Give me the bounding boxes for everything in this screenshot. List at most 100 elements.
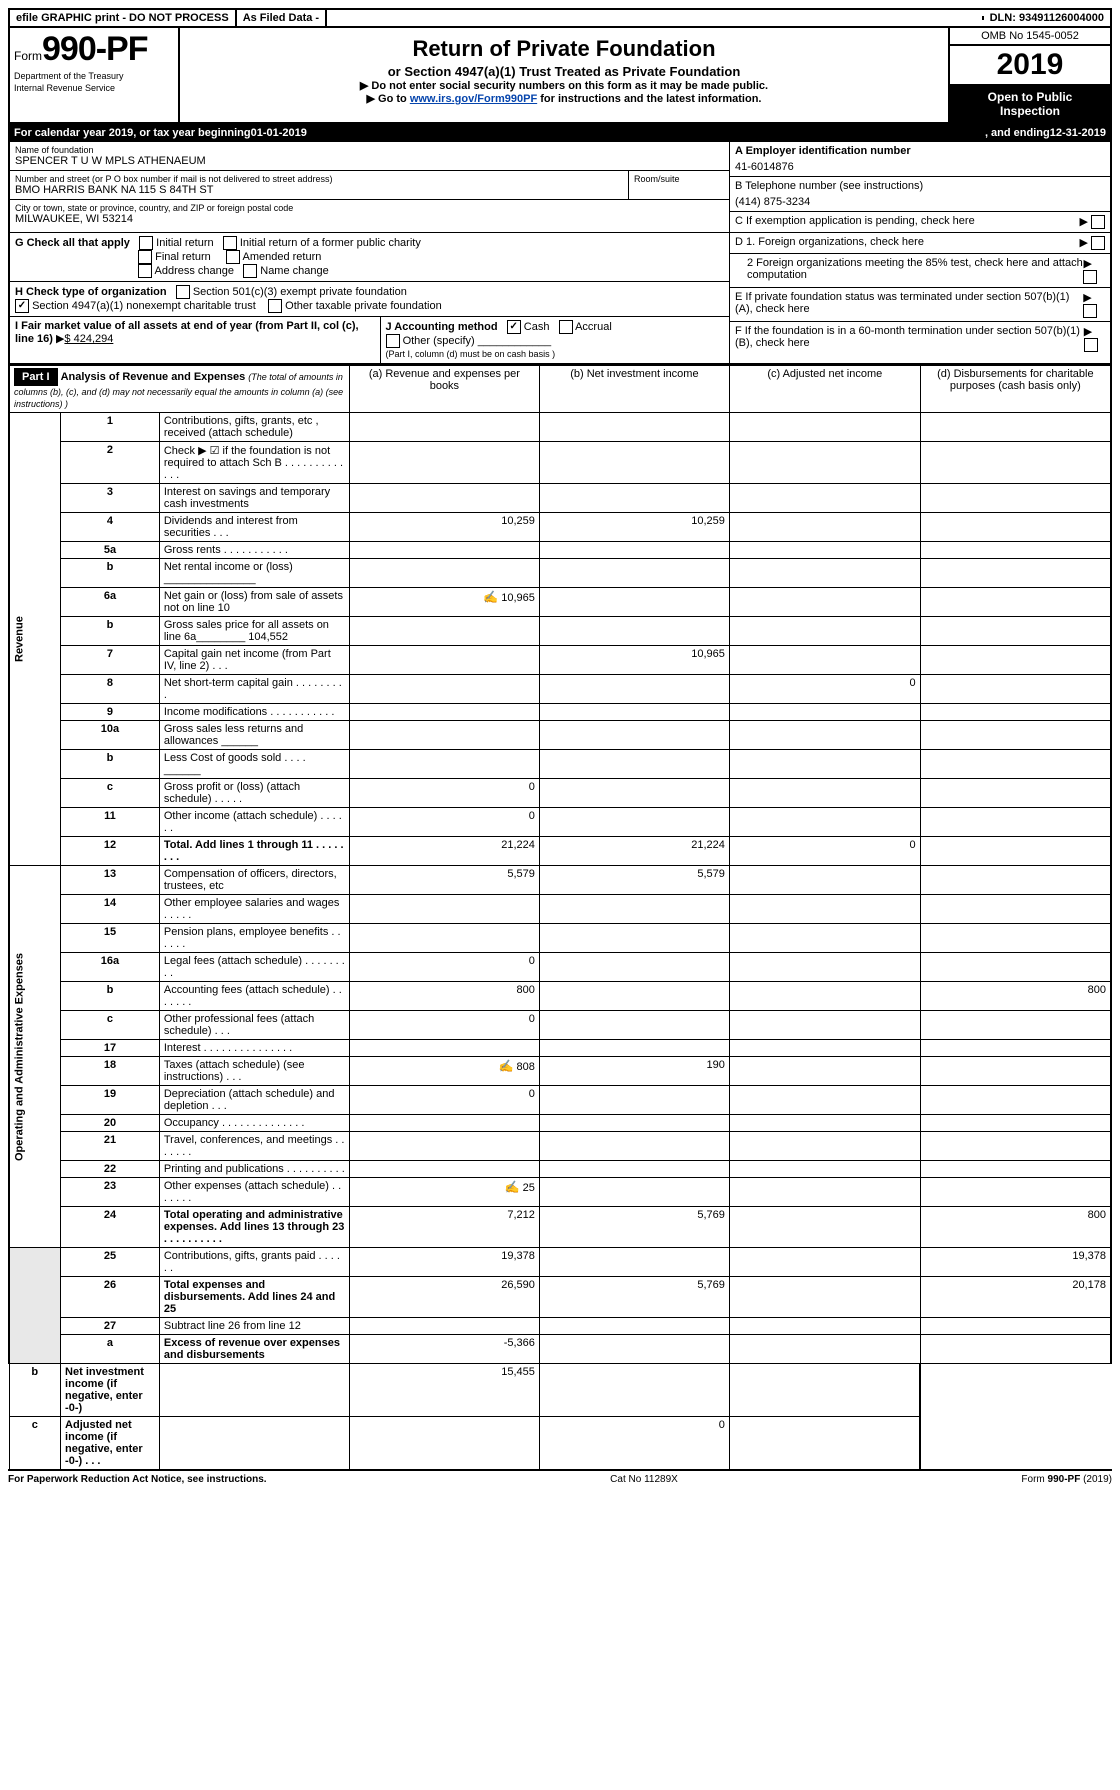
initial-former-checkbox[interactable] xyxy=(223,236,237,250)
foundation-name: SPENCER T U W MPLS ATHENAEUM xyxy=(15,155,724,167)
line-number: 14 xyxy=(61,895,160,924)
col-c-value xyxy=(729,982,920,1011)
h-501c3-checkbox[interactable] xyxy=(176,285,190,299)
part1-label: Part I xyxy=(14,368,58,386)
line-number: 16a xyxy=(61,953,160,982)
footer-left: For Paperwork Reduction Act Notice, see … xyxy=(8,1474,267,1485)
d2-checkbox[interactable] xyxy=(1083,270,1097,284)
col-d-value xyxy=(920,866,1111,895)
table-row: 24Total operating and administrative exp… xyxy=(9,1207,1111,1248)
table-row: Operating and Administrative Expenses13C… xyxy=(9,866,1111,895)
foundation-address: BMO HARRIS BANK NA 115 S 84TH ST xyxy=(15,184,623,196)
identity-block: Name of foundation SPENCER T U W MPLS AT… xyxy=(8,142,1112,365)
line-number: 5a xyxy=(61,542,160,559)
col-c-value xyxy=(729,721,920,750)
col-b-value xyxy=(539,617,729,646)
amended-return-checkbox[interactable] xyxy=(226,250,240,264)
accrual-checkbox[interactable] xyxy=(559,320,573,334)
col-d-value xyxy=(920,721,1111,750)
col-a-value: 7,212 xyxy=(349,1207,539,1248)
col-b-value xyxy=(539,895,729,924)
expenses-label: Operating and Administrative Expenses xyxy=(9,866,61,1248)
form-header: Form990-PF Department of the Treasury In… xyxy=(8,28,1112,124)
table-row: 8Net short-term capital gain . . . . . .… xyxy=(9,675,1111,704)
col-c-header: (c) Adjusted net income xyxy=(729,366,920,413)
table-row: 6aNet gain or (loss) from sale of assets… xyxy=(9,588,1111,617)
line-description: Net rental income or (loss) ____________… xyxy=(159,559,349,588)
col-a-value: 21,224 xyxy=(349,837,539,866)
line-description: Pension plans, employee benefits . . . .… xyxy=(159,924,349,953)
col-d-value xyxy=(729,1417,920,1470)
col-b-value xyxy=(539,924,729,953)
table-row: 21Travel, conferences, and meetings . . … xyxy=(9,1132,1111,1161)
table-row: 19Depreciation (attach schedule) and dep… xyxy=(9,1086,1111,1115)
col-d-value xyxy=(920,808,1111,837)
col-d-header: (d) Disbursements for charitable purpose… xyxy=(920,366,1111,413)
col-c-value xyxy=(729,1248,920,1277)
attachment-icon[interactable]: ✍ xyxy=(499,1059,514,1073)
h-other-checkbox[interactable] xyxy=(268,299,282,313)
attachment-icon[interactable]: ✍ xyxy=(483,590,498,604)
d1-checkbox[interactable] xyxy=(1091,236,1105,250)
line-description: Check ▶ ☑ if the foundation is not requi… xyxy=(159,442,349,484)
table-row: cGross profit or (loss) (attach schedule… xyxy=(9,779,1111,808)
open-inspection: Open to Public Inspection xyxy=(950,86,1110,122)
col-a-value xyxy=(349,542,539,559)
dln: DLN: 93491126004000 xyxy=(984,10,1110,26)
col-d-value xyxy=(920,1040,1111,1057)
col-d-value xyxy=(920,1057,1111,1086)
col-b-value xyxy=(539,1318,729,1335)
section-h: H Check type of organization Section 501… xyxy=(10,282,729,317)
final-return-checkbox[interactable] xyxy=(138,250,152,264)
col-c-value xyxy=(729,513,920,542)
address-change-checkbox[interactable] xyxy=(138,264,152,278)
col-d-value xyxy=(920,1086,1111,1115)
name-change-checkbox[interactable] xyxy=(243,264,257,278)
line-description: Gross rents . . . . . . . . . . . xyxy=(159,542,349,559)
omb-number: OMB No 1545-0052 xyxy=(950,28,1110,46)
col-b-value xyxy=(349,1417,539,1470)
e-checkbox[interactable] xyxy=(1083,304,1097,318)
line-number: 10a xyxy=(61,721,160,750)
line-number: 15 xyxy=(61,924,160,953)
h-4947-checkbox[interactable]: ✓ xyxy=(15,299,29,313)
section-e: E If private foundation status was termi… xyxy=(730,288,1110,322)
irs-link[interactable]: www.irs.gov/Form990PF xyxy=(410,93,537,105)
col-c-value xyxy=(729,1178,920,1207)
f-checkbox[interactable] xyxy=(1084,338,1098,352)
line-number: 6a xyxy=(61,588,160,617)
initial-return-checkbox[interactable] xyxy=(139,236,153,250)
line-number: 24 xyxy=(61,1207,160,1248)
col-d-value: 800 xyxy=(920,1207,1111,1248)
col-c-value xyxy=(729,1057,920,1086)
col-b-value xyxy=(539,1115,729,1132)
other-method-checkbox[interactable] xyxy=(386,334,400,348)
line-number: 27 xyxy=(61,1318,160,1335)
table-row: 7Capital gain net income (from Part IV, … xyxy=(9,646,1111,675)
col-d-value xyxy=(920,1178,1111,1207)
line-description: Legal fees (attach schedule) . . . . . .… xyxy=(159,953,349,982)
line-description: Subtract line 26 from line 12 xyxy=(159,1318,349,1335)
line-number: 18 xyxy=(61,1057,160,1086)
col-b-value: 190 xyxy=(539,1057,729,1086)
line-description: Total expenses and disbursements. Add li… xyxy=(159,1277,349,1318)
table-row: bNet rental income or (loss) ___________… xyxy=(9,559,1111,588)
line-number: c xyxy=(9,1417,61,1470)
c-checkbox[interactable] xyxy=(1091,215,1105,229)
footer-mid: Cat No 11289X xyxy=(610,1474,678,1485)
attachment-icon[interactable]: ✍ xyxy=(505,1180,520,1194)
col-c-value xyxy=(729,413,920,442)
section-f: F If the foundation is in a 60-month ter… xyxy=(730,322,1110,355)
table-row: 14Other employee salaries and wages . . … xyxy=(9,895,1111,924)
col-a-value xyxy=(349,895,539,924)
col-a-value: 0 xyxy=(349,1011,539,1040)
table-row: 5aGross rents . . . . . . . . . . . xyxy=(9,542,1111,559)
col-b-value xyxy=(539,1335,729,1364)
col-b-value xyxy=(539,442,729,484)
asfiled-label: As Filed Data - xyxy=(237,10,327,26)
line-number: 22 xyxy=(61,1161,160,1178)
col-b-value xyxy=(539,1011,729,1040)
line-number: 19 xyxy=(61,1086,160,1115)
line-number: 13 xyxy=(61,866,160,895)
cash-checkbox[interactable]: ✓ xyxy=(507,320,521,334)
